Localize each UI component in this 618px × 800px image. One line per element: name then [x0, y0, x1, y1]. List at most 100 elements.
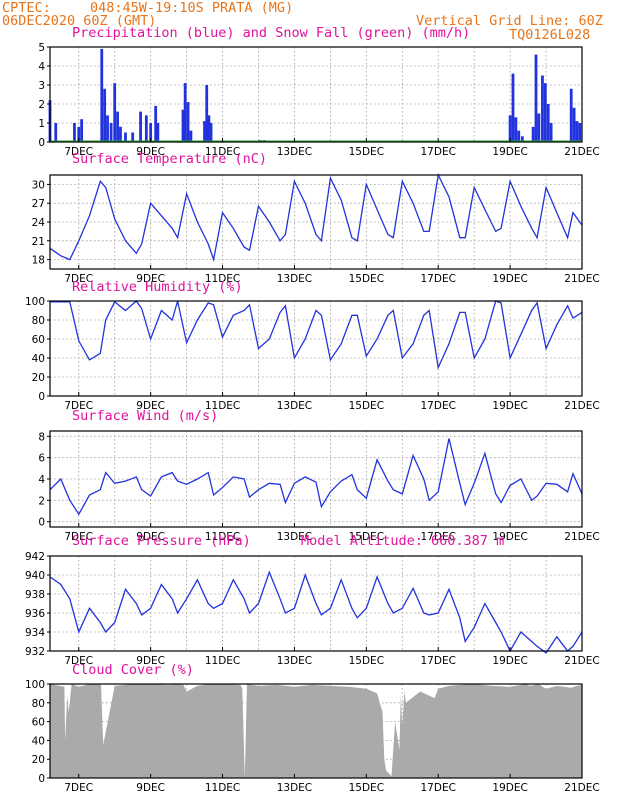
x-tick-label: 15DEC: [349, 273, 384, 285]
panel-precip: Precipitation (blue) and Snow Fall (gree…: [38, 25, 599, 158]
y-tick-label: 4: [38, 61, 45, 73]
precip-bar: [113, 83, 117, 142]
panel-temperature: Surface Temperature (nC) 18 21 24 27 30 7DEC 9D…: [32, 151, 600, 285]
x-tick-label: 15DEC: [349, 400, 384, 412]
precip-bar: [149, 123, 153, 142]
header-source: CPTEC:: [2, 0, 51, 16]
x-tick-label: 13DEC: [277, 655, 312, 667]
precip-bar: [73, 123, 76, 142]
precip-bar: [546, 104, 550, 142]
y-tick-label: 942: [25, 551, 45, 563]
x-tick-label: 7DEC: [64, 146, 93, 158]
y-tick-label: 60: [32, 717, 45, 729]
panel-frame: [49, 46, 583, 143]
x-tick-label: 15DEC: [349, 655, 384, 667]
y-tick-label: 8: [38, 431, 45, 443]
x-tick-label: 19DEC: [492, 400, 527, 412]
x-tick-label: 19DEC: [492, 782, 527, 794]
x-tick-label: 21DEC: [564, 531, 599, 543]
x-tick-label: 11DEC: [205, 782, 240, 794]
y-tick-label: 30: [32, 179, 45, 191]
panel-cloud: Cloud Cover (%) 0 20 40 60 80 100 7DEC 9DEC 11DEC…: [25, 662, 600, 794]
x-tick-label: 7DEC: [64, 531, 93, 543]
precip-bar: [572, 107, 576, 142]
precip-bar: [106, 115, 109, 142]
x-tick-label: 9DEC: [136, 531, 165, 543]
precip-bar: [578, 123, 582, 142]
precip-bar: [531, 126, 535, 142]
header-grid-note: Vertical Grid Line: 60Z: [416, 13, 603, 29]
precip-bar: [511, 73, 515, 142]
x-tick-label: 13DEC: [277, 531, 312, 543]
precip-bar: [543, 83, 547, 142]
panel-frame: [49, 300, 583, 397]
precip-bar: [517, 130, 521, 142]
precip-bar: [534, 54, 538, 142]
x-tick-label: 11DEC: [205, 400, 240, 412]
precip-bar: [569, 88, 573, 142]
x-tick-label: 17DEC: [421, 273, 456, 285]
header-product: TQ0126L028: [509, 27, 590, 43]
precip-bar: [154, 105, 158, 142]
panel-title: Precipitation (blue) and Snow Fall (gree…: [72, 25, 470, 41]
precip-bar: [54, 123, 58, 142]
precip-bar: [139, 111, 142, 142]
y-tick-label: 20: [32, 754, 45, 766]
x-tick-label: 9DEC: [136, 273, 165, 285]
series-line-humidity: [50, 300, 583, 370]
x-tick-label: 15DEC: [349, 782, 384, 794]
y-tick-label: 936: [25, 608, 45, 620]
y-tick-label: 40: [32, 353, 45, 365]
precip-bar: [103, 88, 107, 142]
precip-bar: [575, 121, 579, 142]
y-tick-label: 940: [25, 570, 45, 582]
x-tick-label: 21DEC: [564, 655, 599, 667]
panel-frame: [49, 555, 583, 652]
x-tick-label: 17DEC: [421, 655, 456, 667]
y-tick-label: 18: [32, 255, 45, 267]
x-tick-label: 7DEC: [64, 273, 93, 285]
x-tick-label: 9DEC: [136, 782, 165, 794]
y-tick-label: 40: [32, 735, 45, 747]
x-tick-label: 13DEC: [277, 146, 312, 158]
y-tick-label: 80: [32, 698, 45, 710]
series-line-pressure: [49, 570, 583, 654]
header-run: 06DEC2020 60Z (GMT): [2, 13, 156, 29]
precip-bar: [124, 132, 127, 142]
x-tick-label: 13DEC: [277, 273, 312, 285]
x-tick-label: 17DEC: [421, 782, 456, 794]
x-tick-label: 21DEC: [564, 400, 599, 412]
precip-bar: [144, 115, 148, 142]
panel-frame: [49, 683, 583, 779]
x-tick-label: 17DEC: [421, 400, 456, 412]
y-tick-label: 21: [32, 236, 45, 248]
panel-pressure: Surface Pressure (hPa) Model Altitude: 66…: [25, 533, 600, 667]
x-tick-label: 15DEC: [349, 146, 384, 158]
x-tick-label: 11DEC: [205, 655, 240, 667]
y-tick-label: 932: [25, 646, 45, 658]
x-tick-label: 21DEC: [564, 782, 599, 794]
panel-title: Surface Pressure (hPa): [72, 533, 251, 549]
y-tick-label: 5: [38, 42, 45, 54]
precip-bar: [205, 85, 209, 142]
precip-bar: [514, 117, 518, 142]
precip-bar: [203, 121, 206, 142]
y-tick-label: 6: [38, 453, 45, 465]
y-tick-label: 1: [38, 118, 45, 130]
x-tick-label: 19DEC: [492, 655, 527, 667]
panel-annotation: Model Altitude: 660.387 m: [301, 533, 504, 549]
precip-bar: [77, 126, 81, 142]
panel-wind: Surface Wind (m/s) 0 2 4 6 8 7DEC 9DEC 11DEC 13DE…: [38, 408, 599, 543]
series-line-temperature: [49, 172, 583, 263]
x-tick-label: 13DEC: [277, 782, 312, 794]
x-tick-label: 11DEC: [205, 273, 240, 285]
precip-bar: [209, 123, 213, 142]
precip-bar: [131, 132, 135, 142]
y-tick-label: 60: [32, 334, 45, 346]
x-tick-label: 11DEC: [205, 146, 240, 158]
precip-bar: [549, 123, 553, 142]
precip-bar: [537, 113, 541, 142]
x-tick-label: 15DEC: [349, 531, 384, 543]
precip-bar: [80, 119, 84, 142]
